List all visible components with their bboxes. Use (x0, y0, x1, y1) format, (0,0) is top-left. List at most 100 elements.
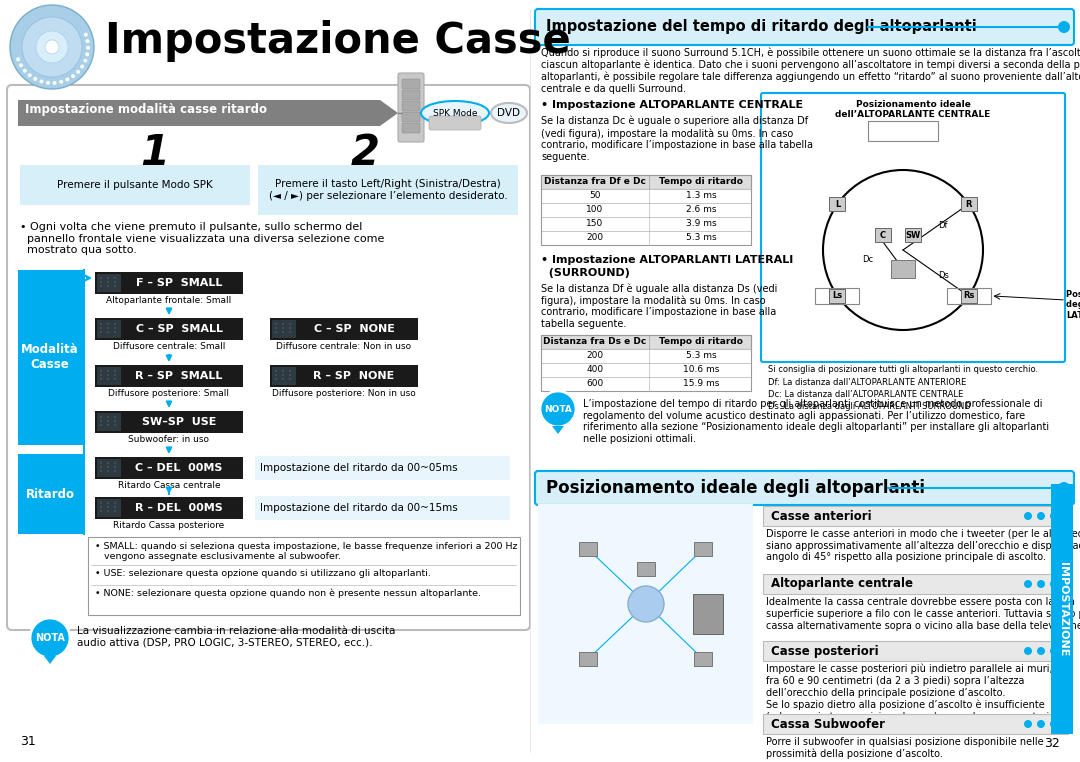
Circle shape (107, 424, 109, 426)
FancyBboxPatch shape (402, 101, 420, 111)
Circle shape (107, 506, 109, 508)
Circle shape (100, 470, 102, 472)
Bar (95, 272, 243, 294)
FancyBboxPatch shape (402, 90, 420, 100)
Bar (762, 506, 1068, 526)
Text: IMPOSTAZIONE: IMPOSTAZIONE (1058, 562, 1068, 656)
Ellipse shape (491, 103, 527, 123)
Bar (97, 274, 121, 292)
Circle shape (71, 74, 76, 78)
Circle shape (40, 79, 43, 83)
Circle shape (16, 57, 21, 61)
Text: NOTA: NOTA (35, 633, 65, 643)
Text: F – SP  SMALL: F – SP SMALL (136, 278, 222, 288)
Circle shape (627, 586, 664, 622)
Circle shape (107, 470, 109, 472)
Circle shape (100, 285, 102, 287)
Bar (829, 197, 846, 211)
Bar (960, 289, 976, 303)
Circle shape (114, 378, 116, 380)
Circle shape (30, 618, 70, 658)
Circle shape (100, 277, 102, 279)
Circle shape (1058, 21, 1070, 33)
Text: R – SP  NONE: R – SP NONE (313, 371, 394, 381)
Circle shape (289, 374, 291, 376)
FancyBboxPatch shape (429, 116, 481, 130)
Text: Ritardo: Ritardo (26, 488, 75, 501)
Circle shape (100, 424, 102, 426)
Circle shape (107, 331, 109, 333)
Text: • Impostazione ALTOPARLANTE CENTRALE: • Impostazione ALTOPARLANTE CENTRALE (541, 100, 804, 110)
Circle shape (85, 53, 90, 56)
Circle shape (100, 466, 102, 468)
Text: 100: 100 (586, 206, 604, 214)
Bar (255, 496, 510, 520)
Text: Diffusore posteriore: Small: Diffusore posteriore: Small (108, 389, 229, 398)
Text: Si consiglia di posizionare tutti gli altoparlanti in questo cerchio.: Si consiglia di posizionare tutti gli al… (768, 365, 1038, 374)
Text: • Ogni volta che viene premuto il pulsante, sullo schermo del
  pannello frontal: • Ogni volta che viene premuto il pulsan… (21, 222, 384, 255)
Circle shape (107, 323, 109, 325)
Circle shape (107, 374, 109, 376)
Bar (868, 121, 939, 141)
Text: Impostazione del ritardo da 00~05ms: Impostazione del ritardo da 00~05ms (260, 463, 458, 473)
Bar (87, 537, 519, 615)
Circle shape (1058, 482, 1070, 494)
Circle shape (100, 374, 102, 376)
Ellipse shape (421, 101, 489, 125)
Text: 200: 200 (586, 351, 604, 360)
Text: R – DEL  00MS: R – DEL 00MS (135, 503, 222, 513)
Circle shape (114, 502, 116, 504)
Circle shape (114, 470, 116, 472)
FancyBboxPatch shape (6, 85, 530, 630)
Circle shape (53, 81, 56, 85)
Circle shape (1037, 512, 1045, 520)
Circle shape (1037, 720, 1045, 728)
Text: Dc: Dc (862, 255, 873, 264)
Text: Diffusore posteriore: Non in uso: Diffusore posteriore: Non in uso (272, 389, 416, 398)
Bar (762, 574, 1068, 594)
Bar (21, 165, 249, 205)
Bar (541, 175, 751, 245)
Text: NOTA: NOTA (544, 405, 572, 414)
Text: • Impostazione ALTOPARLANTI LATERALI: • Impostazione ALTOPARLANTI LATERALI (541, 255, 793, 265)
Text: 15.9 ms: 15.9 ms (683, 379, 719, 389)
Circle shape (100, 510, 102, 512)
Text: Casse anteriori: Casse anteriori (771, 510, 872, 523)
Circle shape (282, 370, 284, 372)
Circle shape (100, 462, 102, 464)
Circle shape (100, 502, 102, 504)
Circle shape (289, 327, 291, 329)
Circle shape (275, 323, 276, 325)
Circle shape (114, 285, 116, 287)
Circle shape (114, 323, 116, 325)
Text: Rs: Rs (963, 291, 974, 300)
Text: 400: 400 (586, 366, 604, 374)
Circle shape (107, 370, 109, 372)
Text: Se la distanza Dc è uguale o superiore alla distanza Df
(vedi figura), impostare: Se la distanza Dc è uguale o superiore a… (541, 116, 813, 162)
Text: 5.3 ms: 5.3 ms (686, 233, 716, 242)
Circle shape (282, 327, 284, 329)
Text: 600: 600 (586, 379, 604, 389)
Bar (258, 165, 518, 215)
Circle shape (114, 462, 116, 464)
FancyBboxPatch shape (402, 112, 420, 122)
Circle shape (46, 81, 50, 85)
Circle shape (823, 170, 983, 330)
Circle shape (114, 331, 116, 333)
Bar (694, 542, 712, 556)
Text: La visualizzazione cambia in relazione alla modalità di uscita
audio attiva (DSP: La visualizzazione cambia in relazione a… (77, 626, 395, 648)
Bar (97, 413, 121, 431)
Bar (97, 367, 121, 385)
Circle shape (107, 327, 109, 329)
Text: 31: 31 (21, 735, 36, 748)
Bar (579, 652, 597, 666)
Text: 50: 50 (590, 191, 600, 200)
Bar (270, 318, 418, 340)
Text: 1.3 ms: 1.3 ms (686, 191, 716, 200)
Circle shape (114, 374, 116, 376)
FancyBboxPatch shape (402, 79, 420, 89)
Circle shape (114, 424, 116, 426)
Text: R – SP  SMALL: R – SP SMALL (135, 371, 222, 381)
Circle shape (289, 370, 291, 372)
Bar (97, 459, 121, 477)
